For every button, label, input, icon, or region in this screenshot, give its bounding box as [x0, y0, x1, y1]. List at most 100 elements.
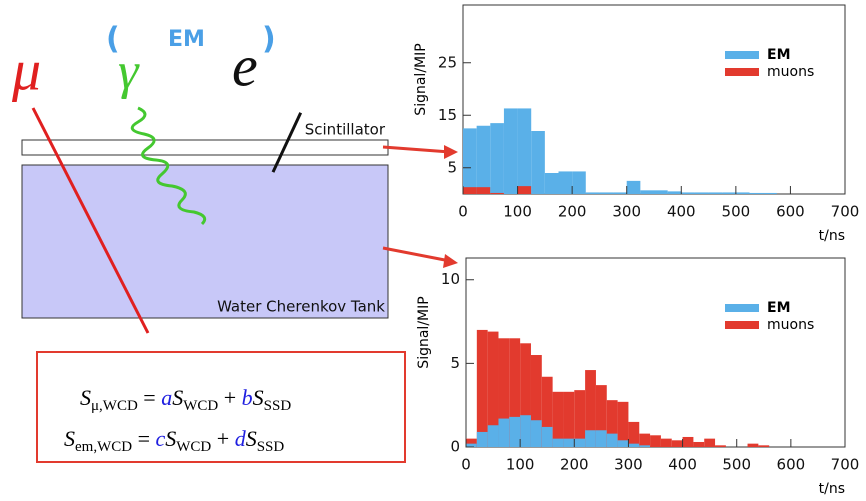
- histogram-bar: [735, 192, 750, 194]
- formula-part: d: [235, 426, 247, 451]
- histogram-bar: [503, 108, 518, 194]
- y-axis-label: Signal/MIP: [413, 43, 429, 115]
- x-tick-label: 600: [777, 456, 806, 474]
- x-axis-label: t/ns: [819, 481, 845, 497]
- scintillator: [21, 139, 389, 156]
- legend-label: EM: [767, 300, 791, 316]
- x-tick-label: 500: [722, 203, 751, 221]
- detector-diagram: ( EM ) μ γ e Scintillator Water Cherenko…: [11, 22, 458, 463]
- histogram-chart: 0 100 200 300 400 500 600 700 0 5 10 t/ns Signal/MIP…: [416, 257, 859, 497]
- x-tick-label: 300: [612, 203, 641, 221]
- y-tick-label: 15: [438, 106, 457, 124]
- histogram-bar: [541, 376, 553, 447]
- histogram-bar: [708, 192, 723, 194]
- formula-box: [36, 351, 406, 463]
- histogram-bar: [626, 180, 641, 194]
- x-tick-label: 100: [503, 203, 532, 221]
- histogram-bar: [476, 187, 491, 194]
- formula-part: a: [161, 385, 172, 410]
- histogram-bar: [517, 186, 532, 194]
- histogram-bar: [722, 192, 736, 194]
- arrow: [382, 145, 451, 154]
- histogram-bar: [704, 438, 716, 447]
- histogram-bar: [606, 433, 618, 447]
- histogram-bar: [595, 430, 607, 447]
- x-tick-label: 700: [831, 203, 860, 221]
- formula-part: S: [80, 385, 91, 410]
- legend-swatch: [725, 304, 759, 312]
- legend-swatch: [725, 68, 759, 76]
- x-axis-label: t/ns: [819, 228, 845, 244]
- histogram-bar: [517, 108, 532, 194]
- arrow-head: [443, 254, 458, 268]
- histogram-bar: [552, 391, 564, 447]
- histogram-bar: [595, 385, 607, 447]
- x-tick-label: 500: [722, 456, 751, 474]
- x-tick-label: 0: [458, 203, 468, 221]
- histogram-bar: [463, 187, 477, 194]
- histogram-bar: [682, 436, 694, 447]
- histogram-bar: [509, 416, 521, 447]
- formula-part: S: [253, 385, 264, 410]
- histogram-bar: [572, 171, 586, 194]
- scintillator-label: Scintillator: [305, 121, 386, 139]
- formula-part: +: [211, 426, 234, 451]
- formula-part: S: [172, 385, 183, 410]
- arrow: [382, 246, 451, 263]
- legend-swatch: [725, 321, 759, 329]
- histogram-bar: [541, 426, 553, 447]
- histogram-bar: [763, 192, 777, 194]
- histogram-bar: [749, 192, 764, 194]
- formula-part: +: [218, 385, 241, 410]
- x-tick-label: 400: [668, 456, 697, 474]
- histogram-bar: [650, 435, 661, 447]
- histogram-bar: [558, 171, 573, 194]
- histogram-bar: [552, 438, 564, 447]
- x-tick-label: 0: [461, 456, 471, 474]
- x-tick-label: 100: [506, 456, 535, 474]
- histogram-bar: [599, 192, 614, 194]
- y-tick-label: 25: [438, 53, 457, 71]
- formula-part: c: [156, 426, 166, 451]
- histogram-bar: [563, 438, 575, 447]
- x-tick-label: 400: [667, 203, 696, 221]
- histogram-bar: [476, 329, 488, 447]
- x-tick-label: 200: [558, 203, 587, 221]
- histogram-bar: [530, 420, 542, 447]
- histogram-bar: [520, 415, 531, 447]
- formula: Sem,WCD = cSWCD + dSSSD: [64, 426, 284, 455]
- formula-part: S: [246, 426, 257, 451]
- histogram-bar: [617, 440, 629, 447]
- y-tick-label: 10: [441, 270, 460, 288]
- histogram-bar: [476, 431, 488, 447]
- histogram-bar: [498, 338, 510, 447]
- legend-swatch: [725, 51, 759, 59]
- formula-part: b: [242, 385, 253, 410]
- formula-part: SSD: [257, 439, 285, 455]
- photon-track: [130, 106, 207, 226]
- tank-label: Water Cherenkov Tank: [217, 298, 385, 316]
- y-tick-label: 5: [447, 158, 457, 176]
- histogram-bar: [640, 190, 654, 194]
- histogram-bar: [490, 123, 504, 194]
- formula-part: =: [138, 385, 161, 410]
- histogram-bar: [509, 338, 521, 447]
- histogram-bar: [639, 433, 651, 447]
- histogram-bar: [715, 445, 726, 447]
- histogram-bar: [574, 438, 586, 447]
- bracket: ): [262, 22, 276, 57]
- histogram-bar: [606, 400, 618, 447]
- histogram-bar: [758, 445, 770, 447]
- histogram-bar: [574, 390, 586, 447]
- histogram-chart: 0 100 200 300 400 500 600 700 5 15 25 t/ns Signal/MI…: [413, 4, 860, 244]
- histogram-bar: [747, 443, 759, 447]
- histogram-bar: [466, 443, 477, 447]
- histogram-bar: [613, 192, 627, 194]
- formula-part: SSD: [264, 398, 292, 414]
- legend-label: EM: [767, 47, 791, 63]
- formula-part: S: [165, 426, 176, 451]
- formula-part: =: [132, 426, 155, 451]
- y-tick-label: 0: [450, 438, 460, 456]
- histogram-bar: [563, 391, 575, 447]
